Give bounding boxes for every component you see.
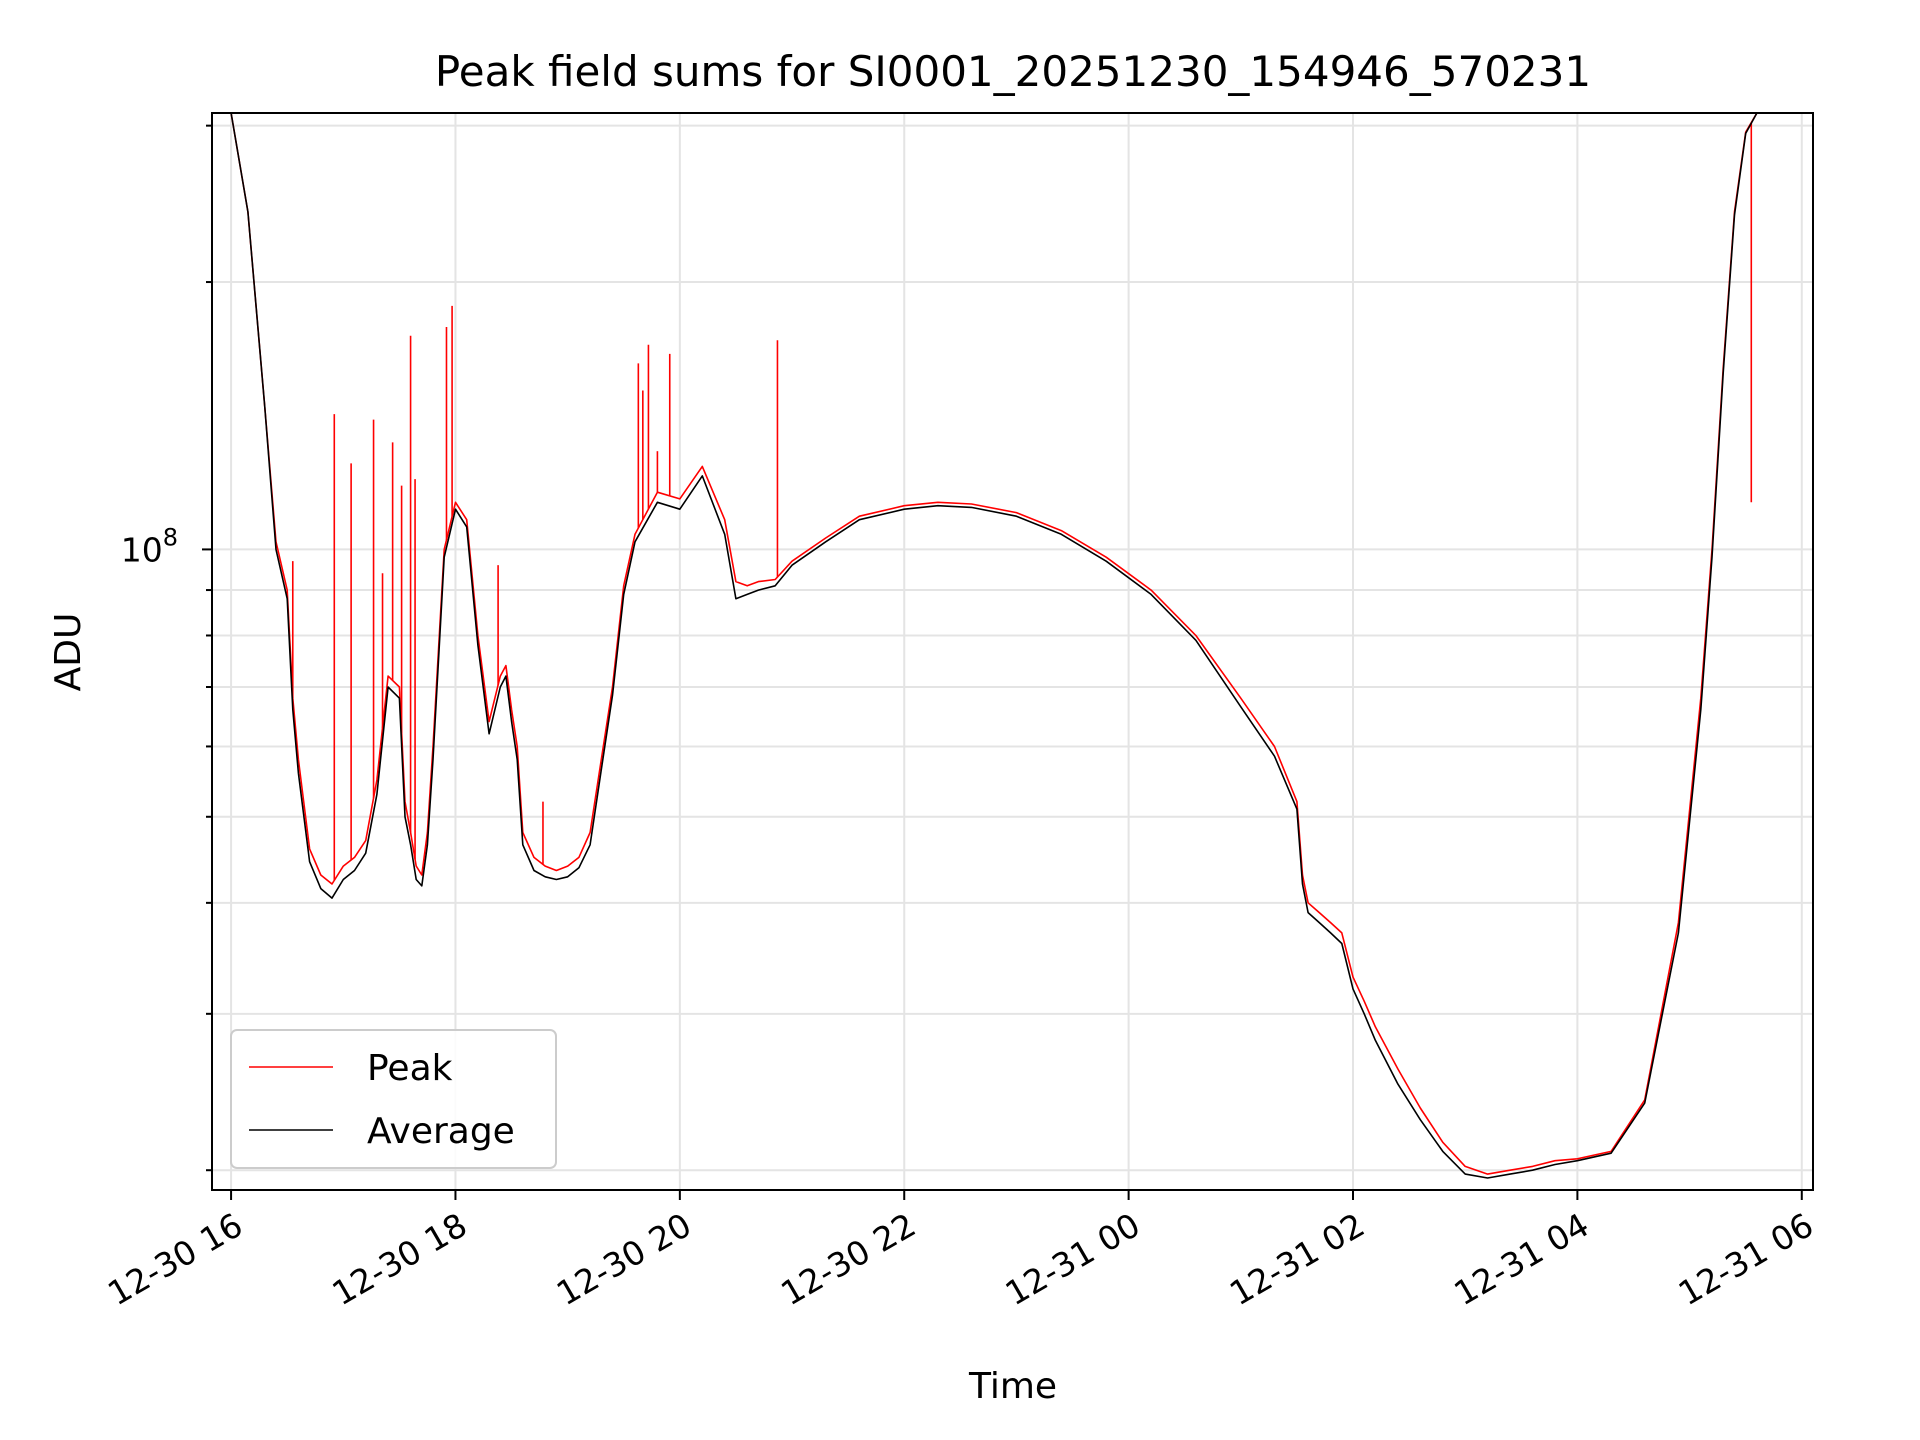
legend-label-average: Average bbox=[367, 1111, 515, 1152]
legend-label-peak: Peak bbox=[367, 1048, 453, 1089]
y-axis-label: ADU bbox=[48, 613, 89, 692]
series-average bbox=[212, 113, 1813, 1179]
series-peak bbox=[212, 113, 1813, 1175]
chart-title: Peak field sums for SI0001_20251230_1549… bbox=[435, 47, 1591, 96]
grid-lines bbox=[212, 113, 1813, 1190]
legend: Peak Average bbox=[230, 1029, 557, 1169]
series-line-average bbox=[212, 113, 1813, 1179]
y-tick-label-1e8: 108 bbox=[121, 523, 178, 569]
y-axis-ticks: 108 bbox=[121, 124, 212, 1172]
series-line-peak bbox=[212, 113, 1813, 1175]
legend-box bbox=[230, 1029, 557, 1169]
plot-frame bbox=[211, 112, 1814, 1191]
x-axis-label: Time bbox=[968, 1366, 1057, 1407]
